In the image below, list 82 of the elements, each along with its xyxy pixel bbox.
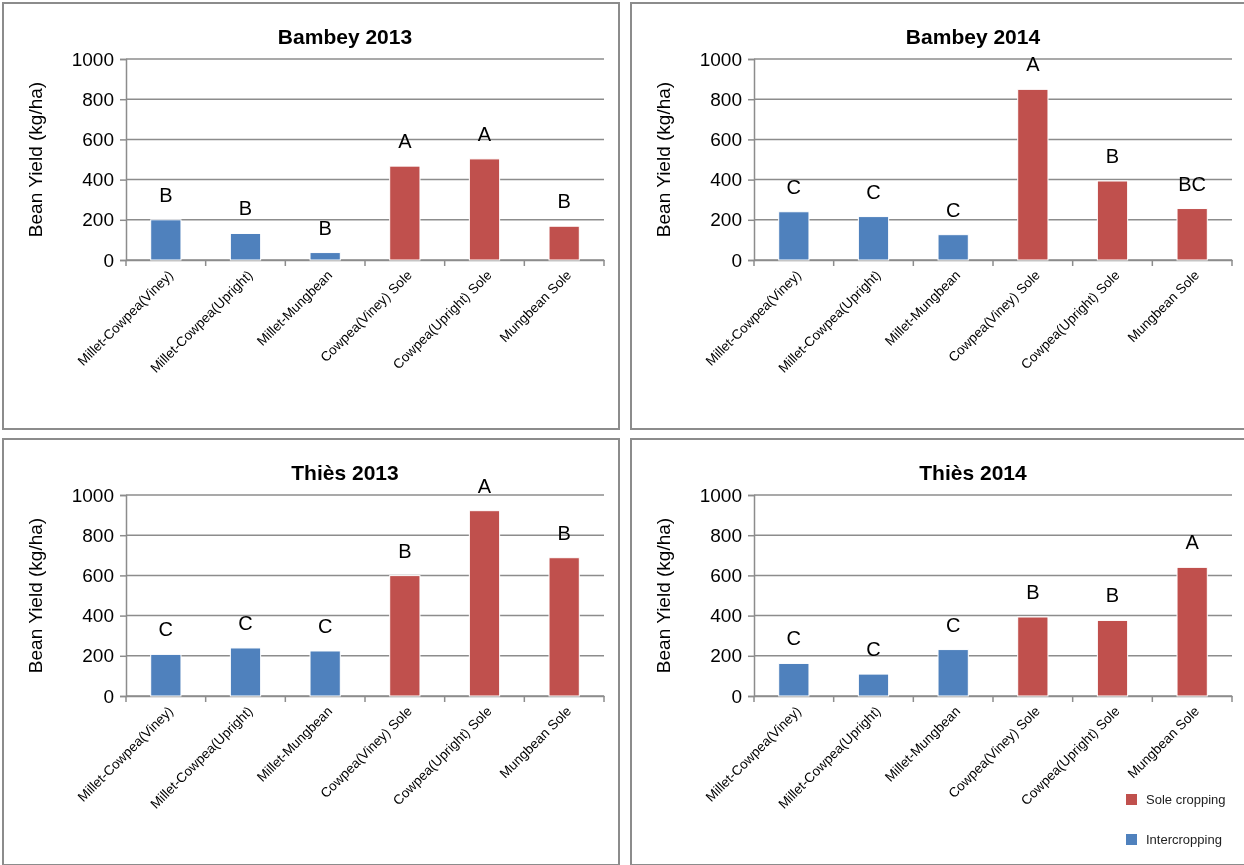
bar [937, 649, 969, 697]
y-tick-label: 0 [731, 685, 742, 707]
annotation: A [477, 474, 492, 497]
y-tick-label: 600 [710, 128, 742, 150]
y-tick-label: 0 [731, 249, 742, 271]
bar [1017, 616, 1049, 697]
y-axis-title: Bean Yield (kg/ha) [653, 81, 674, 238]
chart-title: Bambey 2013 [277, 25, 413, 48]
bar [1096, 619, 1129, 697]
bar [1096, 180, 1129, 261]
annotation: B [557, 190, 571, 213]
bar [468, 158, 501, 261]
y-tick-label: 200 [710, 209, 742, 231]
annotation: B [1026, 581, 1040, 604]
bar [150, 219, 182, 261]
bar [857, 216, 890, 261]
annotation: B [318, 216, 332, 239]
y-tick-label: 400 [710, 605, 742, 627]
bar [309, 252, 341, 261]
bar [778, 211, 810, 261]
annotation: A [477, 122, 492, 145]
y-tick-label: 200 [82, 645, 114, 667]
bar [1017, 88, 1049, 261]
bar [1176, 566, 1208, 697]
chart-title: Bambey 2014 [905, 25, 1041, 48]
chart-title: Thiès 2014 [919, 461, 1028, 484]
annotation: C [866, 180, 881, 203]
annotation: C [238, 611, 253, 634]
y-tick-label: 1000 [71, 484, 114, 506]
annotation: B [1105, 145, 1120, 168]
bar [1176, 208, 1208, 261]
y-tick-label: 1000 [699, 484, 742, 506]
y-tick-label: 200 [710, 645, 742, 667]
bar [548, 557, 580, 697]
annotation: C [786, 175, 802, 198]
y-tick-label: 0 [103, 685, 114, 707]
y-tick-label: 800 [710, 88, 742, 110]
y-tick-label: 600 [82, 564, 114, 586]
annotation: A [398, 130, 413, 153]
chart-title: Thiès 2013 [291, 461, 399, 484]
legend-label: Sole cropping [1146, 792, 1226, 807]
bar [778, 662, 810, 697]
y-tick-label: 200 [82, 209, 114, 231]
legend-label: Intercropping [1146, 832, 1222, 847]
bar [309, 650, 341, 697]
annotation: C [945, 198, 961, 221]
annotation: A [1026, 53, 1041, 76]
y-tick-label: 400 [82, 605, 114, 627]
y-tick-label: 600 [82, 128, 114, 150]
annotation: B [1105, 584, 1120, 607]
y-axis-title: Bean Yield (kg/ha) [25, 81, 46, 238]
annotation: B [159, 183, 173, 206]
bar [548, 225, 580, 261]
annotation: C [786, 627, 802, 650]
y-tick-label: 400 [710, 169, 742, 191]
annotation: B [238, 197, 253, 220]
annotation: C [317, 614, 333, 637]
bar [937, 234, 969, 261]
annotation: C [158, 618, 174, 641]
annotation: BC [1178, 172, 1207, 195]
y-tick-label: 1000 [71, 48, 114, 70]
annotation: B [557, 521, 571, 544]
bar [229, 232, 262, 261]
y-tick-label: 800 [82, 524, 114, 546]
y-tick-label: 600 [710, 564, 742, 586]
y-tick-label: 0 [103, 249, 114, 271]
bar [150, 653, 182, 697]
bar [229, 647, 262, 697]
bar [857, 673, 890, 697]
annotation: B [398, 539, 412, 562]
annotation: A [1185, 531, 1200, 554]
y-axis-title: Bean Yield (kg/ha) [25, 517, 46, 674]
bar [389, 575, 421, 697]
y-tick-label: 800 [82, 88, 114, 110]
annotation: C [945, 613, 961, 636]
y-tick-label: 400 [82, 169, 114, 191]
bar [389, 165, 421, 261]
y-tick-label: 800 [710, 524, 742, 546]
y-axis-title: Bean Yield (kg/ha) [653, 517, 674, 674]
annotation: C [866, 638, 881, 661]
bar [468, 510, 501, 697]
y-tick-label: 1000 [699, 48, 742, 70]
